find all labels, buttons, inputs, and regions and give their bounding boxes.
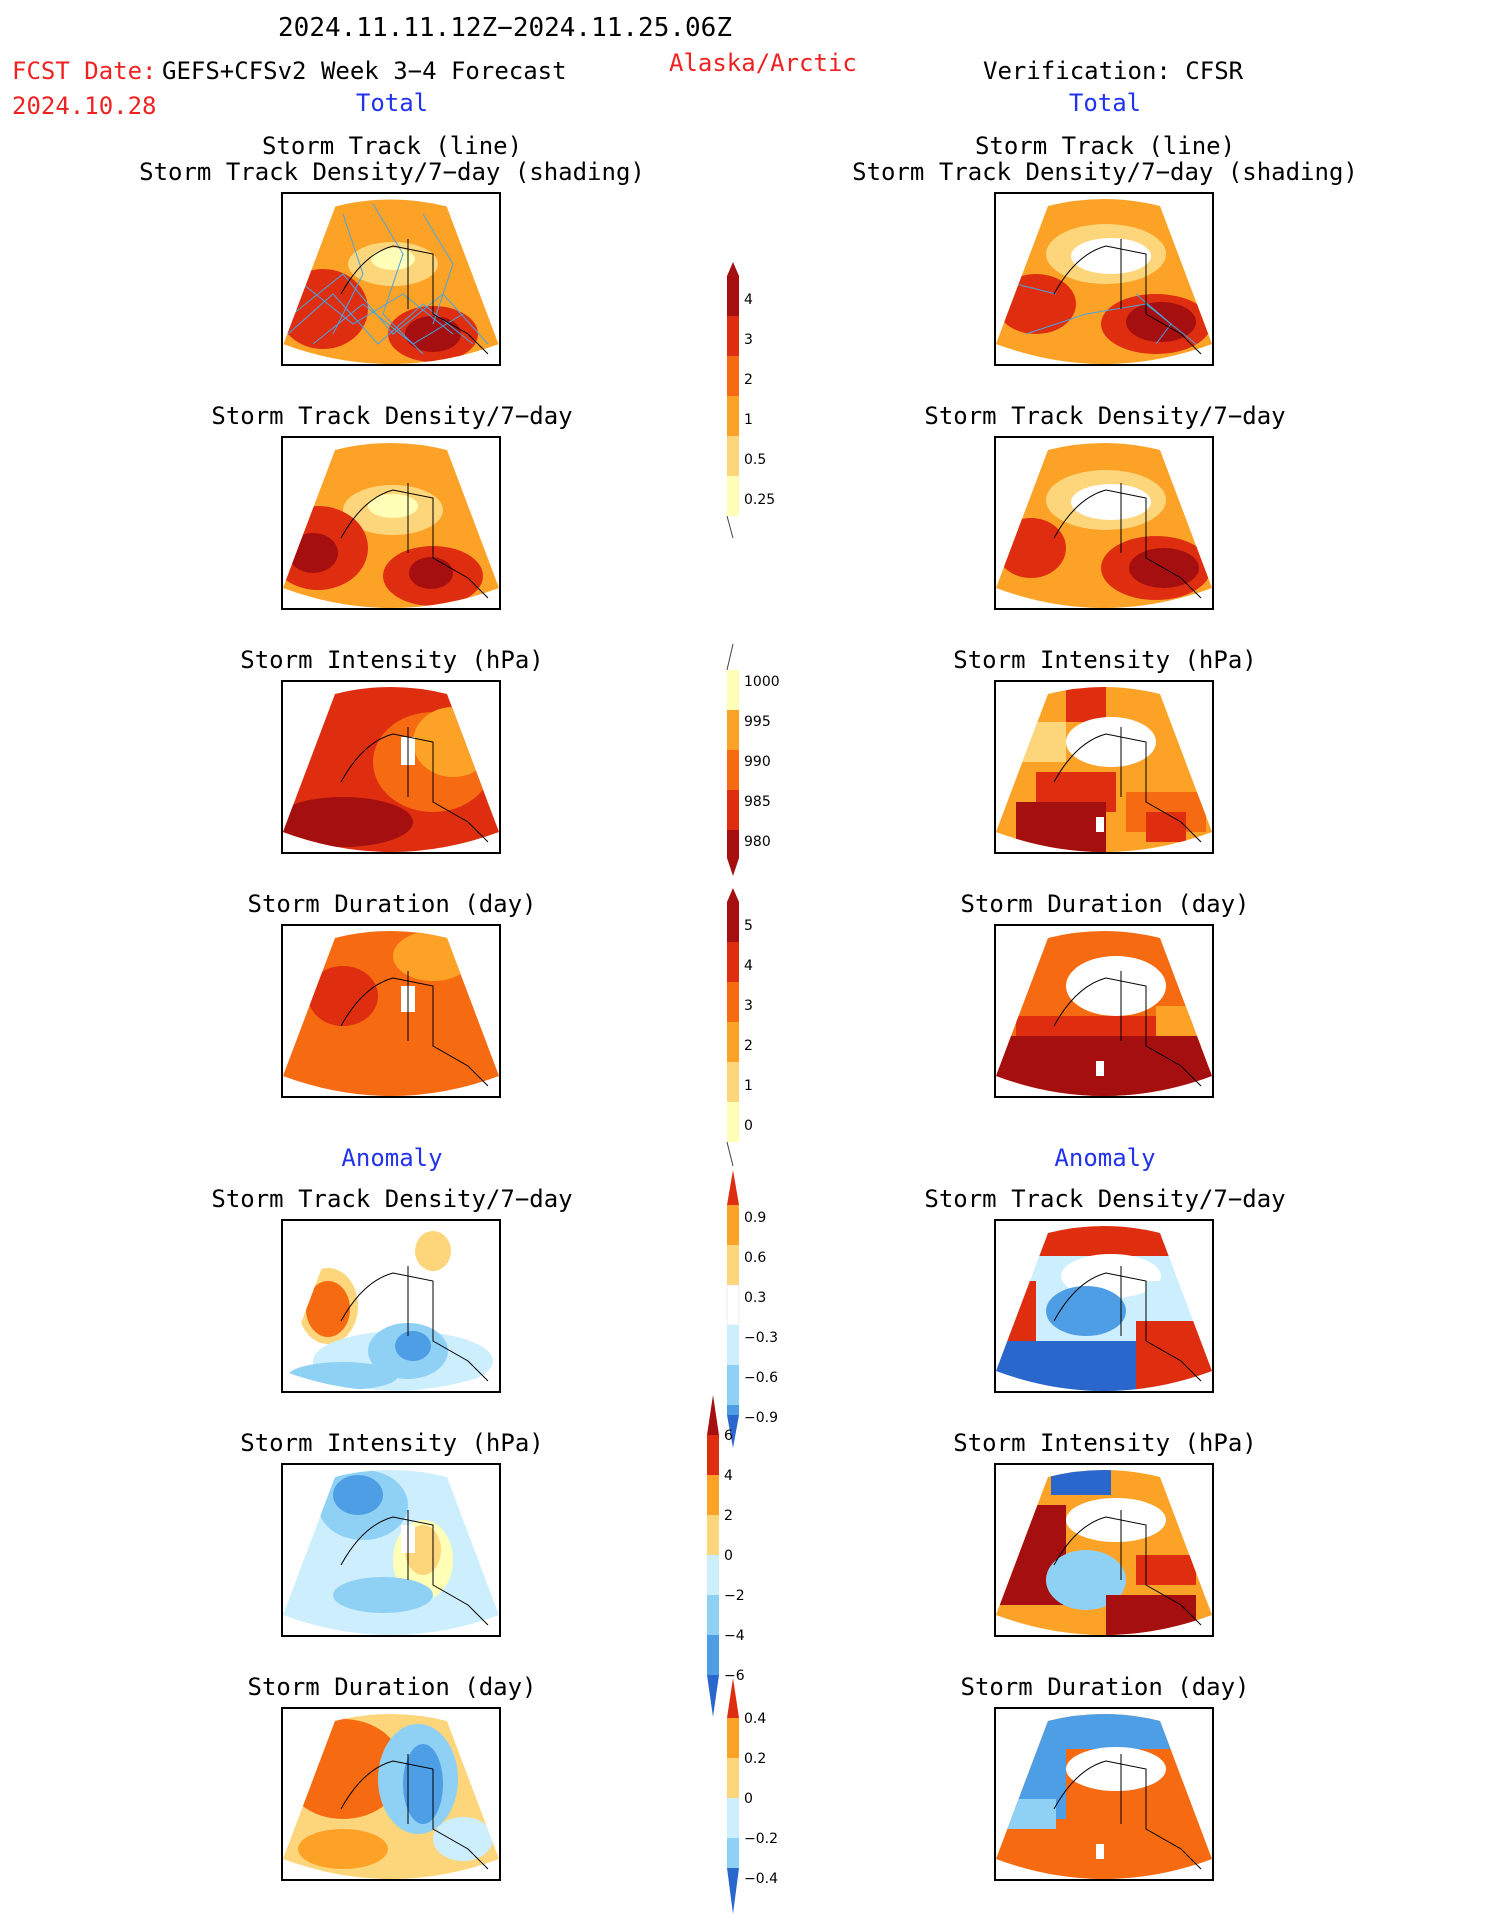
left-anom-density-title: Storm Track Density/7−day xyxy=(211,1185,573,1213)
intensity-tick: 985 xyxy=(744,794,771,810)
duration-anomaly-colorbar: 0.4 0.2 0 −0.2 −0.4 xyxy=(727,1678,778,1914)
density-tick: 1 xyxy=(744,412,753,428)
left-anom-intensity-map xyxy=(281,1463,501,1637)
right-anom-density-title: Storm Track Density/7−day xyxy=(924,1185,1286,1213)
left-anom-density-map xyxy=(281,1219,501,1393)
fcst-date-label: FCST Date: xyxy=(12,57,157,85)
fcst-product-label: GEFS+CFSv2 Week 3−4 Forecast xyxy=(162,57,567,85)
intensity-anomaly-tick: −2 xyxy=(724,1588,745,1604)
intensity-tick: 995 xyxy=(744,714,771,730)
left-anom-duration-map xyxy=(281,1707,501,1881)
left-anom-duration-title: Storm Duration (day) xyxy=(247,1673,537,1701)
right-anom-density-map xyxy=(994,1219,1214,1393)
right-duration-map xyxy=(994,924,1214,1098)
right-density-title: Storm Track Density/7−day xyxy=(924,402,1286,430)
density-anomaly-tick: −0.9 xyxy=(744,1410,778,1426)
right-anom-intensity-map xyxy=(994,1463,1214,1637)
right-anom-duration-map xyxy=(994,1707,1214,1881)
left-anomaly-label: Anomaly xyxy=(341,1144,443,1172)
date-range-title: 2024.11.11.12Z−2024.11.25.06Z xyxy=(278,13,732,43)
left-duration-map xyxy=(281,924,501,1098)
right-anom-intensity-title: Storm Intensity (hPa) xyxy=(953,1429,1257,1457)
duration-tick: 2 xyxy=(744,1038,753,1054)
duration-tick: 0 xyxy=(744,1118,753,1134)
left-storm-track-map xyxy=(281,192,501,366)
intensity-tick: 980 xyxy=(744,834,771,850)
density-tick: 3 xyxy=(744,332,753,348)
density-anomaly-tick: 0.6 xyxy=(744,1250,766,1266)
duration-anomaly-tick: 0.2 xyxy=(744,1751,766,1767)
left-density-map xyxy=(281,436,501,610)
density-tick: 2 xyxy=(744,372,753,388)
left-intensity-title: Storm Intensity (hPa) xyxy=(240,646,544,674)
density-tick: 0.5 xyxy=(744,452,766,468)
right-anomaly-label: Anomaly xyxy=(1054,1144,1156,1172)
right-storm-track-map xyxy=(994,192,1214,366)
intensity-colorbar: 1000 995 990 985 980 xyxy=(726,643,780,876)
left-intensity-map xyxy=(281,680,501,854)
right-anom-duration-title: Storm Duration (day) xyxy=(960,1673,1250,1701)
left-total-label: Total xyxy=(355,89,429,117)
right-duration-title: Storm Duration (day) xyxy=(960,890,1250,918)
duration-anomaly-tick: 0.4 xyxy=(744,1711,766,1727)
right-density-map xyxy=(994,436,1214,610)
duration-anomaly-tick: 0 xyxy=(744,1791,753,1807)
left-duration-title: Storm Duration (day) xyxy=(247,890,537,918)
left-track-title-1: Storm Track (line) xyxy=(261,132,523,160)
density-anomaly-tick: 0.9 xyxy=(744,1210,766,1226)
right-track-title-1: Storm Track (line) xyxy=(974,132,1236,160)
density-anomaly-tick: −0.6 xyxy=(744,1370,778,1386)
intensity-anomaly-tick: 2 xyxy=(724,1508,733,1524)
fcst-date-value: 2024.10.28 xyxy=(12,92,157,120)
region-label: Alaska/Arctic xyxy=(669,49,857,77)
density-colorbar: 4 3 2 1 0.5 0.25 xyxy=(726,262,775,539)
intensity-anomaly-tick: 0 xyxy=(724,1548,733,1564)
density-anomaly-tick: −0.3 xyxy=(744,1330,778,1346)
left-anom-intensity-title: Storm Intensity (hPa) xyxy=(240,1429,544,1457)
verification-label: Verification: CFSR xyxy=(983,57,1244,85)
intensity-anomaly-colorbar: 6 4 2 0 −2 −4 −6 xyxy=(707,1395,745,1717)
density-anomaly-tick: 0.3 xyxy=(744,1290,766,1306)
intensity-anomaly-tick: −6 xyxy=(724,1668,745,1684)
duration-colorbar: 5 4 3 2 1 0 xyxy=(726,888,753,1167)
left-track-title-2: Storm Track Density/7−day (shading) xyxy=(139,158,645,186)
intensity-anomaly-tick: 4 xyxy=(724,1468,733,1484)
density-anomaly-colorbar: 0.9 0.6 0.3 −0.3 −0.6 −0.9 xyxy=(726,1170,778,1448)
intensity-tick: 1000 xyxy=(744,674,780,690)
left-density-title: Storm Track Density/7−day xyxy=(211,402,573,430)
density-tick: 0.25 xyxy=(744,492,775,508)
right-intensity-map xyxy=(994,680,1214,854)
duration-tick: 1 xyxy=(744,1078,753,1094)
right-intensity-title: Storm Intensity (hPa) xyxy=(953,646,1257,674)
duration-tick: 5 xyxy=(744,918,753,934)
intensity-tick: 990 xyxy=(744,754,771,770)
duration-anomaly-tick: −0.4 xyxy=(744,1871,778,1887)
intensity-anomaly-tick: −4 xyxy=(724,1628,745,1644)
duration-tick: 4 xyxy=(744,958,753,974)
duration-tick: 3 xyxy=(744,998,753,1014)
density-tick: 4 xyxy=(744,292,753,308)
intensity-anomaly-tick: 6 xyxy=(724,1428,733,1444)
duration-anomaly-tick: −0.2 xyxy=(744,1831,778,1847)
right-track-title-2: Storm Track Density/7−day (shading) xyxy=(852,158,1358,186)
right-total-label: Total xyxy=(1068,89,1142,117)
